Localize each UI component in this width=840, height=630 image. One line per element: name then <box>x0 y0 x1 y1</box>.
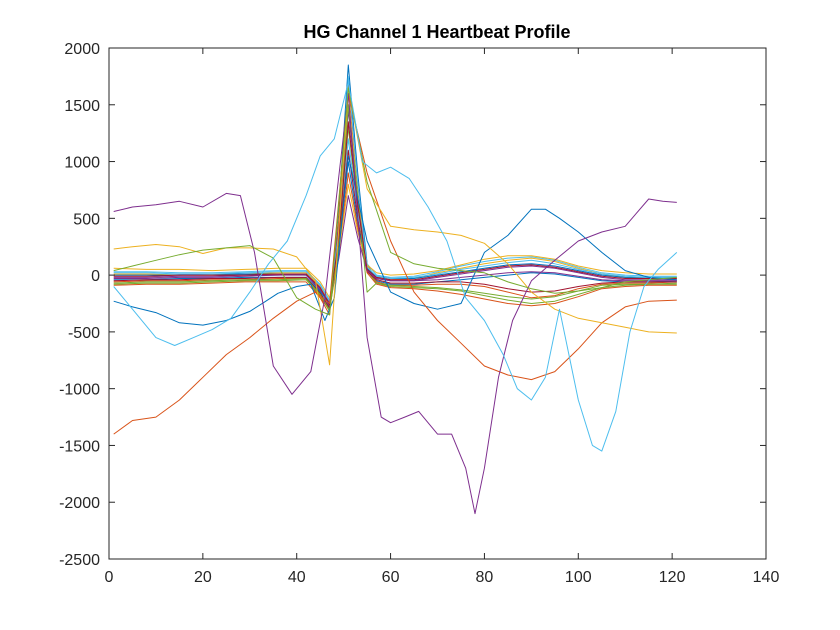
y-tick-label: -1500 <box>59 438 100 455</box>
y-axis: 2000 1500 1000 500 0 -500 -1000 -1500 -2000 -2500 <box>59 41 766 569</box>
axes-box <box>108 47 767 560</box>
x-tick-label: 140 <box>753 569 780 586</box>
series-line-12 <box>113 104 677 311</box>
y-tick-label: 500 <box>73 211 100 228</box>
y-tick-label: -2500 <box>59 552 100 569</box>
x-tick-label: 60 <box>382 569 400 586</box>
series-line-19 <box>113 87 677 316</box>
y-tick-label: -2000 <box>59 495 100 512</box>
x-tick-label: 40 <box>288 569 306 586</box>
series-layer <box>113 64 678 515</box>
y-tick-label: -500 <box>68 325 100 342</box>
x-tick-label: 20 <box>194 569 212 586</box>
series-line-15 <box>113 155 677 326</box>
plot-area <box>108 47 767 560</box>
x-tick-label: 0 <box>105 569 114 586</box>
y-tick-label: 1500 <box>64 98 100 115</box>
series-line-14 <box>113 121 677 306</box>
series-line-6 <box>113 138 677 301</box>
series-line-18 <box>113 92 677 515</box>
y-tick-label: 0 <box>91 268 100 285</box>
series-line-7 <box>113 149 677 309</box>
series-line-17 <box>113 87 677 366</box>
series-line-20 <box>113 81 678 452</box>
chart-title: HG Channel 1 Heartbeat Profile <box>303 22 570 42</box>
y-tick-label: -1000 <box>59 382 100 399</box>
y-tick-label: 2000 <box>64 41 100 58</box>
x-tick-label: 80 <box>476 569 494 586</box>
series-line-11 <box>113 195 677 303</box>
x-tick-label: 100 <box>565 569 592 586</box>
series-line-10 <box>113 183 677 299</box>
x-axis: 0 20 40 60 80 100 120 140 <box>105 48 780 586</box>
y-tick-label: 1000 <box>64 155 100 172</box>
x-tick-label: 120 <box>659 569 686 586</box>
series-line-1 <box>113 64 677 310</box>
series-line-13 <box>113 75 677 302</box>
